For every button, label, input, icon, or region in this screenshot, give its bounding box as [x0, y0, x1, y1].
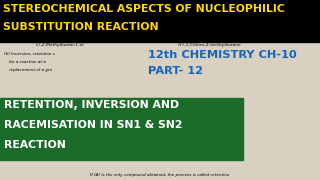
- Text: replacement of a gro: replacement of a gro: [4, 68, 52, 72]
- Text: RACEMISATION IN SN1 & SN2: RACEMISATION IN SN1 & SN2: [4, 120, 182, 130]
- Text: STEREOCHEMICAL ASPECTS OF NUCLEOPHILIC: STEREOCHEMICAL ASPECTS OF NUCLEOPHILIC: [3, 4, 285, 14]
- Text: 12th CHEMISTRY CH-10: 12th CHEMISTRY CH-10: [148, 50, 297, 60]
- Text: (b) Inversion, retention c: (b) Inversion, retention c: [4, 52, 55, 56]
- Text: REACTION: REACTION: [4, 140, 66, 150]
- Text: If (A) is the only compound obtained, the process is called retention: If (A) is the only compound obtained, th…: [90, 173, 230, 177]
- Text: SUBSTITUTION REACTION: SUBSTITUTION REACTION: [3, 22, 159, 32]
- Text: (+)-1-Chloro-2-methylbutane: (+)-1-Chloro-2-methylbutane: [178, 43, 242, 47]
- Text: (-)-2-Methylbutan-1-ol: (-)-2-Methylbutan-1-ol: [36, 43, 84, 47]
- Bar: [0, 0, 320, 42]
- Text: for a reaction at a: for a reaction at a: [4, 60, 46, 64]
- Text: PART- 12: PART- 12: [148, 66, 203, 76]
- Text: RETENTION, INVERSION AND: RETENTION, INVERSION AND: [4, 100, 179, 110]
- Bar: [0, 98, 243, 160]
